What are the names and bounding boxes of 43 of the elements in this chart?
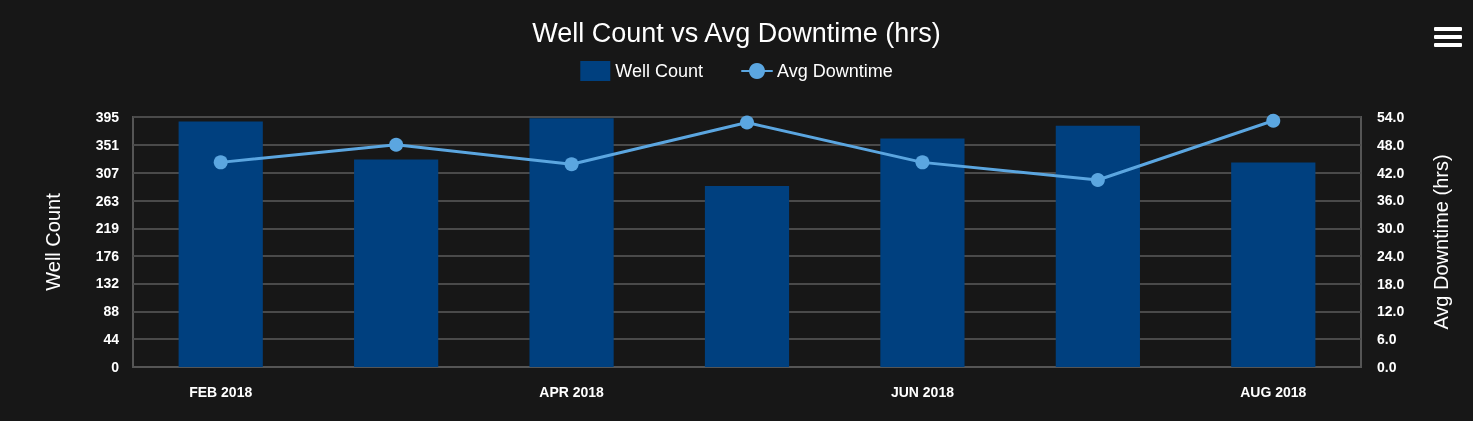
- bar: [354, 159, 439, 367]
- y2-tick-label: 12.0: [1377, 303, 1405, 320]
- y2-tick-label: 18.0: [1377, 275, 1405, 292]
- point: [564, 157, 579, 172]
- y2-tick-label: 6.0: [1377, 331, 1397, 348]
- y2-tick-label: 24.0: [1377, 247, 1405, 264]
- bar: [529, 118, 614, 367]
- bar: [1055, 125, 1140, 367]
- y2-tick-label: 48.0: [1377, 136, 1405, 153]
- point: [740, 115, 754, 130]
- y-tick-label: 44: [103, 331, 120, 348]
- y-tick-label: 219: [95, 220, 120, 237]
- point: [1090, 172, 1105, 187]
- bar: [880, 138, 965, 367]
- y2-tick-label: 54.0: [1377, 109, 1405, 125]
- y-tick-label: 132: [95, 275, 120, 292]
- point: [1266, 113, 1281, 128]
- y2-tick-label: 36.0: [1377, 192, 1405, 209]
- x-tick-label: JUN 2018: [890, 384, 955, 400]
- y-axis-title: Well Count: [42, 192, 64, 291]
- y2-tick-label: 42.0: [1377, 164, 1405, 181]
- bar: [1231, 162, 1316, 367]
- point: [915, 155, 930, 170]
- x-tick-label: FEB 2018: [189, 384, 253, 400]
- x-tick-label: AUG 2018: [1240, 384, 1307, 400]
- y-tick-label: 395: [95, 109, 120, 125]
- y2-tick-label: 0.0: [1377, 359, 1397, 375]
- point: [213, 155, 228, 170]
- y-tick-label: 351: [95, 136, 120, 153]
- y2-axis-title: Avg Downtime (hrs): [1430, 154, 1452, 330]
- y-tick-label: 263: [95, 192, 120, 209]
- legend-label: Well Count: [615, 61, 704, 81]
- y-tick-label: 176: [95, 247, 120, 264]
- chart-title: Well Count vs Avg Downtime (hrs): [532, 17, 941, 48]
- bar: [704, 185, 790, 367]
- y-tick-label: 0: [111, 359, 120, 375]
- bar: [178, 121, 263, 367]
- y2-tick-label: 30.0: [1377, 220, 1405, 237]
- y-tick-label: 88: [103, 303, 120, 320]
- legend-label: Avg Downtime: [776, 61, 893, 81]
- y-tick-label: 307: [95, 164, 120, 181]
- x-tick-label: APR 2018: [539, 384, 605, 400]
- point: [389, 137, 404, 152]
